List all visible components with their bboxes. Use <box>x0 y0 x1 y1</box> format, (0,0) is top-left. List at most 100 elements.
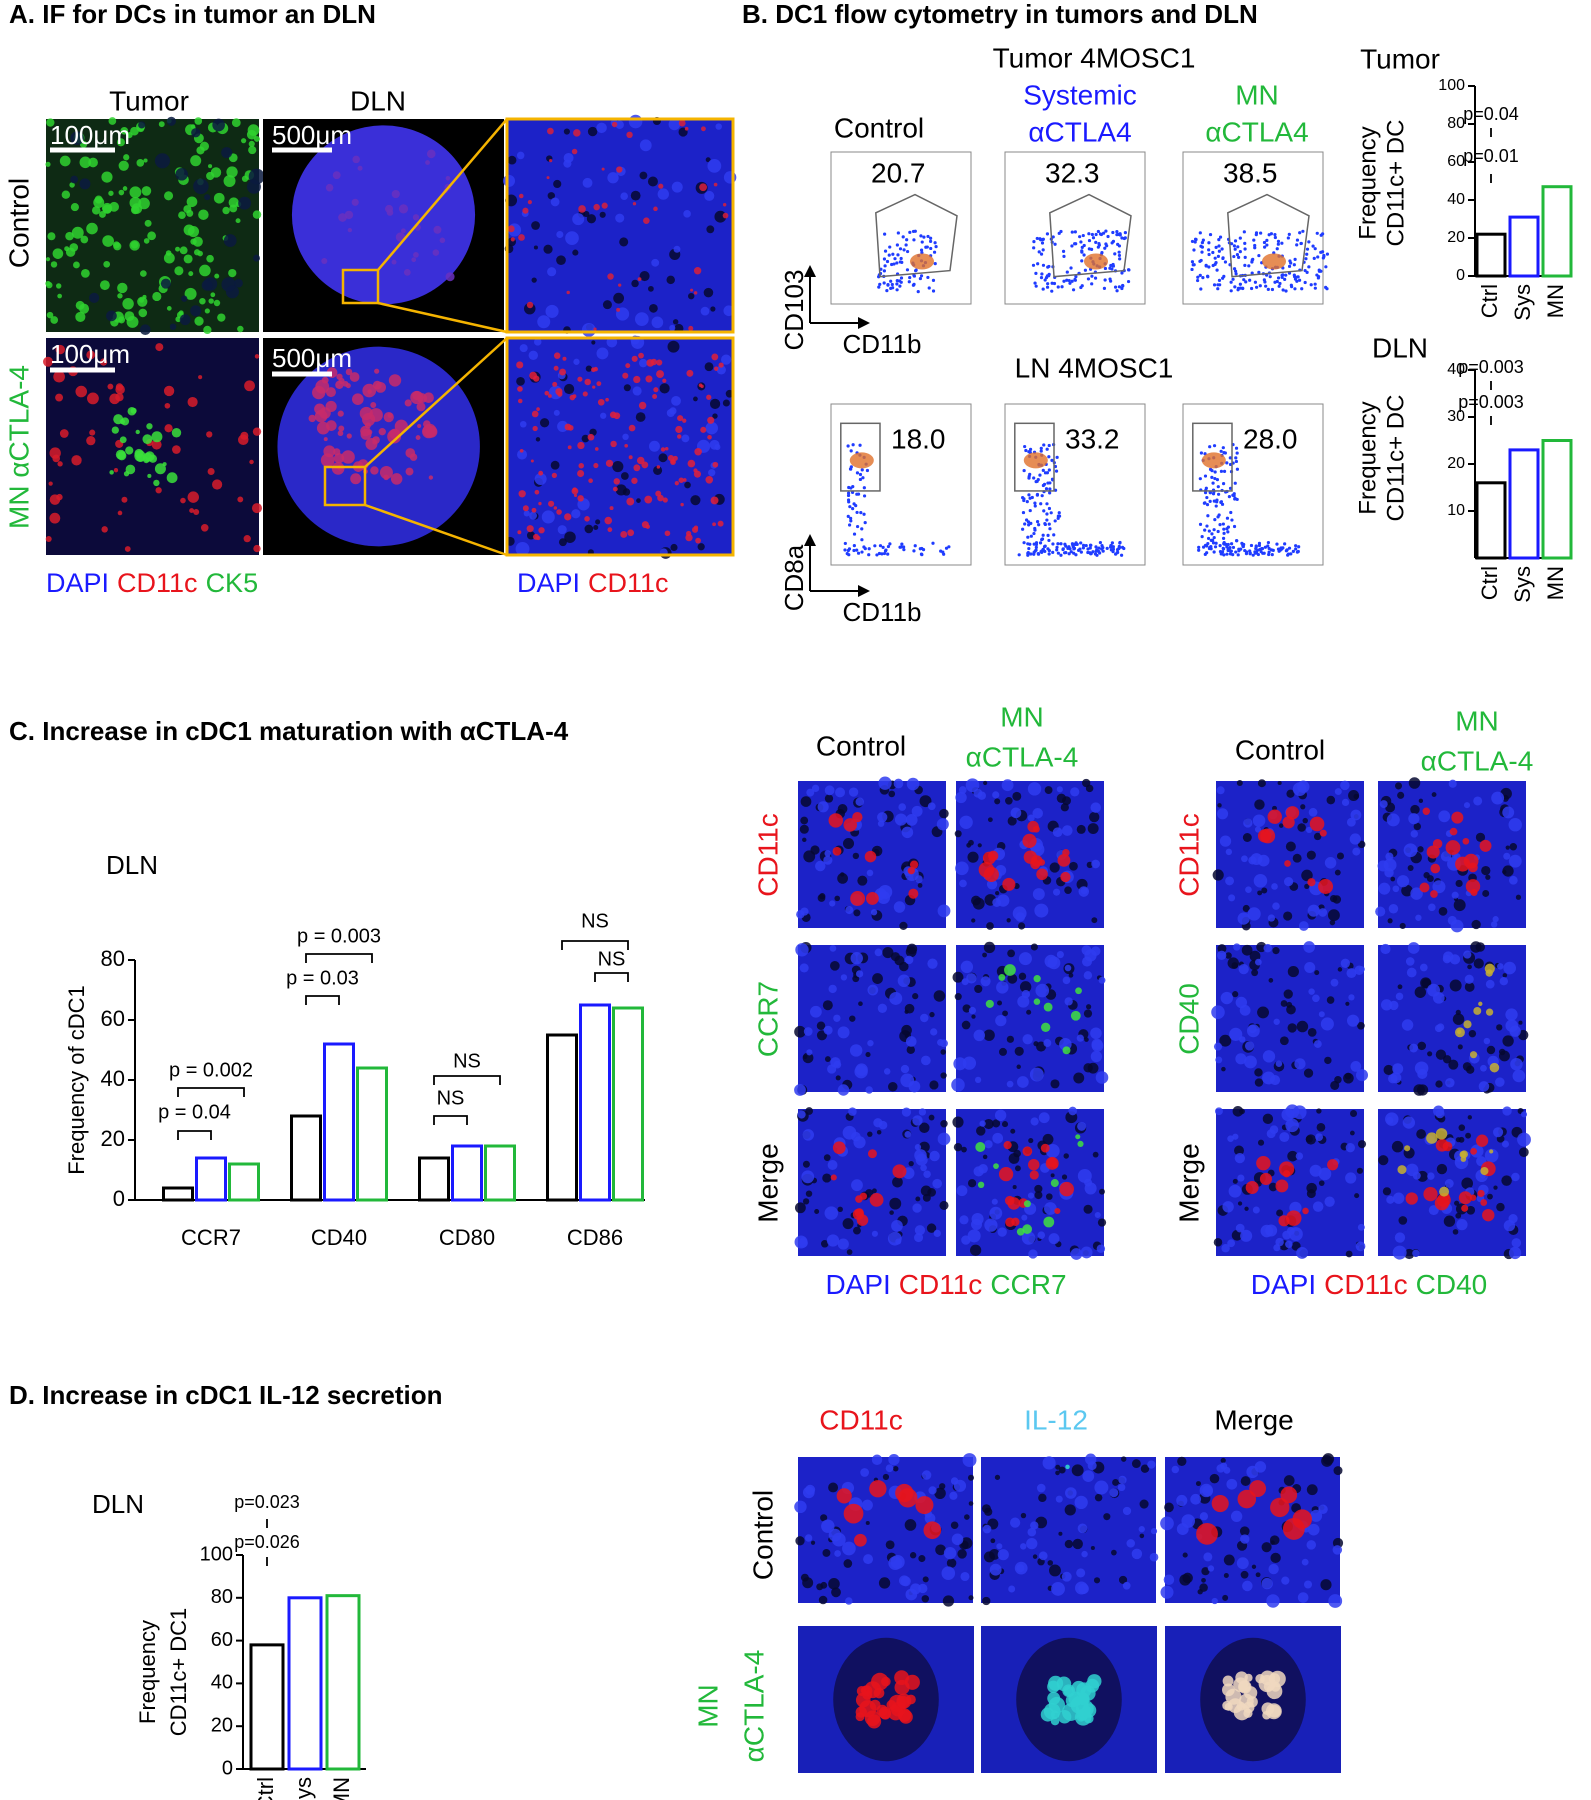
stain-dot <box>849 1015 855 1021</box>
stain-dot <box>1296 1247 1308 1259</box>
stain-dot <box>1082 1470 1094 1482</box>
image-background <box>956 945 1104 1092</box>
event <box>1056 542 1059 545</box>
stain-dot <box>547 128 554 135</box>
event <box>1242 278 1245 281</box>
micrograph <box>1378 941 1528 1095</box>
stain-dot <box>1345 1172 1356 1183</box>
stain-dot <box>538 471 543 476</box>
stain-dot <box>1456 880 1463 887</box>
stain-dot <box>1055 1471 1060 1476</box>
stain-dot <box>1103 1513 1110 1520</box>
stain-dot <box>619 237 628 246</box>
stain-dot <box>905 956 914 965</box>
stain-dot <box>624 444 628 448</box>
stain-dot <box>312 386 325 399</box>
stain-dot <box>995 1015 1006 1026</box>
stain-dot <box>1432 792 1437 797</box>
stain-dot <box>1243 818 1252 827</box>
stain-dot <box>825 1206 839 1220</box>
event <box>843 548 846 551</box>
event <box>1040 447 1043 450</box>
density-core <box>1084 253 1108 269</box>
event <box>1068 282 1071 285</box>
event <box>1247 264 1250 267</box>
stain-dot <box>1298 1592 1309 1603</box>
stain-dot <box>188 397 198 407</box>
stain-dot <box>1398 984 1403 989</box>
stain-dot <box>669 407 676 414</box>
stain-dot <box>1263 944 1272 953</box>
x-tick-label: MN <box>1543 284 1568 318</box>
event <box>1324 286 1327 289</box>
stain-dot <box>255 354 259 358</box>
stain-dot <box>851 952 863 964</box>
stain-dot <box>1506 846 1510 850</box>
event <box>1089 552 1092 555</box>
event <box>1207 253 1210 256</box>
event <box>884 250 887 253</box>
event <box>848 505 851 508</box>
stain-dot <box>955 993 962 1000</box>
stain-dot <box>131 206 139 214</box>
stain-dot <box>1328 909 1340 921</box>
density-core <box>1202 452 1226 468</box>
event <box>1213 444 1216 447</box>
stain-dot <box>671 396 681 406</box>
stain-dot <box>1415 987 1426 998</box>
event <box>1265 243 1268 246</box>
x-tick-label: Ctrl <box>1477 566 1502 600</box>
axis-label: CD11b <box>842 329 921 359</box>
event <box>1034 504 1037 507</box>
stain-dot <box>136 453 145 462</box>
stain-dot <box>1065 1504 1076 1515</box>
stain-dot <box>142 434 152 444</box>
stain-dot <box>1027 821 1039 833</box>
column-label: DLN <box>350 85 406 116</box>
stain-dot <box>889 1210 894 1215</box>
arrow-head <box>858 317 870 329</box>
event <box>945 547 948 550</box>
stain-dot <box>870 1700 881 1711</box>
event <box>1064 545 1067 548</box>
event <box>902 545 905 548</box>
stain-dot <box>573 129 581 137</box>
event <box>1232 255 1235 258</box>
stain-dot <box>1355 965 1365 975</box>
event <box>1062 280 1065 283</box>
stain-dot <box>1357 1168 1363 1174</box>
event <box>1271 553 1274 556</box>
column-label: MN <box>1000 701 1044 732</box>
stain-dot <box>50 494 61 505</box>
stain-dot <box>1028 1138 1033 1143</box>
row-label: αCTLA-4 <box>738 1650 769 1763</box>
stain-dot <box>1278 1215 1289 1226</box>
significance-bracket <box>306 954 372 963</box>
stain-dot <box>1221 1067 1226 1072</box>
stain-dot <box>707 417 714 424</box>
stain-dot <box>1286 806 1299 819</box>
stain-dot <box>413 252 419 258</box>
stain-dot <box>829 813 843 827</box>
bar <box>358 1068 387 1200</box>
x-tick-label: MN <box>329 1777 354 1800</box>
stain-dot <box>1476 1135 1488 1147</box>
stain-dot <box>984 1508 992 1516</box>
stain-dot <box>1091 917 1097 923</box>
stain-dot <box>1037 1231 1045 1239</box>
stain-dot <box>1211 1005 1225 1019</box>
event <box>934 262 937 265</box>
stain-dot <box>881 1677 891 1687</box>
bar <box>1543 187 1571 276</box>
stain-dot <box>1510 843 1517 850</box>
stain-dot <box>123 186 128 191</box>
stain-dot <box>984 867 999 882</box>
event <box>920 553 923 556</box>
stain-dot <box>1065 1487 1077 1499</box>
stain-dot <box>969 1007 976 1014</box>
stain-dot <box>955 862 969 876</box>
stain-dot <box>1081 1247 1093 1259</box>
event <box>883 257 886 260</box>
stain-dot <box>828 1482 838 1492</box>
stain-dot <box>89 430 95 436</box>
